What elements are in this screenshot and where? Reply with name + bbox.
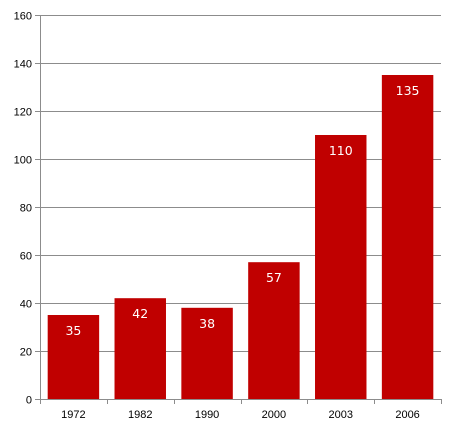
bar-2006	[381, 75, 434, 399]
bar-2003	[315, 135, 367, 399]
bars	[47, 75, 434, 399]
y-tick-label: 40	[20, 299, 32, 311]
y-tick-label: 100	[14, 155, 32, 167]
bar-1982	[114, 298, 166, 399]
bar-2000	[248, 262, 300, 399]
data-label: 38	[199, 316, 215, 331]
data-label: 42	[132, 306, 148, 321]
data-label: 35	[65, 323, 81, 338]
y-tick-label: 160	[14, 11, 32, 23]
x-tick-label: 1990	[195, 409, 219, 421]
y-tick-label: 120	[14, 107, 32, 119]
y-tick-label: 60	[20, 251, 32, 263]
x-tick-label: 2000	[262, 409, 286, 421]
y-tick-label: 80	[20, 203, 32, 215]
gridlines	[40, 15, 441, 400]
x-tick-label: 1982	[128, 409, 152, 421]
data-label: 57	[266, 270, 282, 285]
bar-1972	[47, 315, 100, 399]
bar-1990	[181, 307, 233, 399]
x-axis: 1972 1982 1990 2000 2003 2006	[40, 399, 442, 421]
x-tick-label: 2003	[329, 409, 353, 421]
y-tick-label: 0	[26, 395, 32, 407]
x-tick-label: 2006	[395, 409, 419, 421]
y-tick-label: 20	[20, 347, 32, 359]
data-labels: 35 42 38 57 110 135	[65, 83, 419, 338]
data-label: 110	[329, 143, 353, 158]
data-label: 135	[396, 83, 420, 98]
x-tick-label: 1972	[61, 409, 85, 421]
y-tick-label: 140	[14, 59, 32, 71]
y-axis: 0 20 40 60 80 100 120 140 160	[14, 11, 41, 407]
